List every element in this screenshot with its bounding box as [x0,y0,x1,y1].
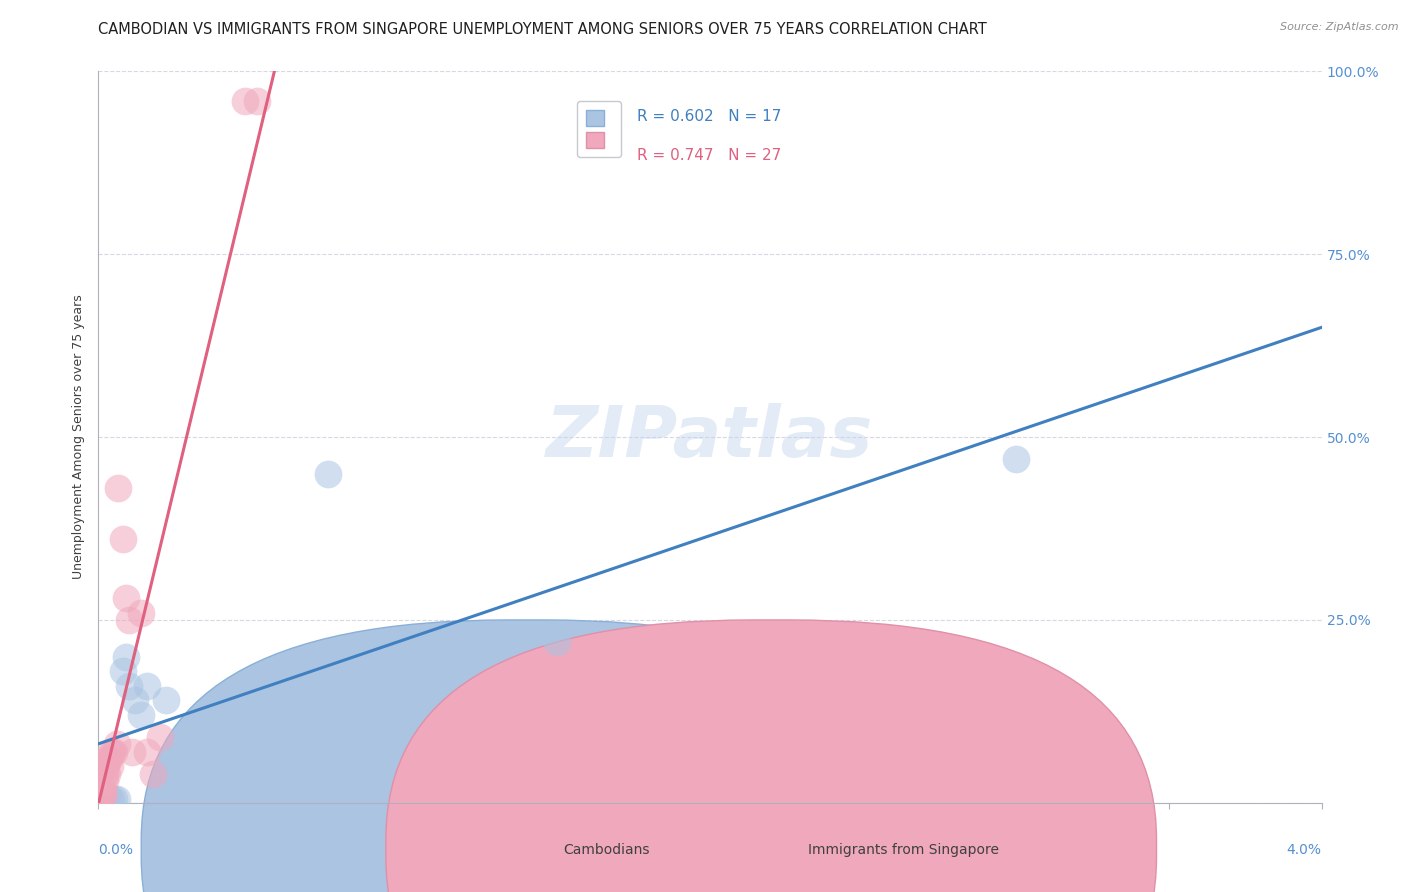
Point [142,766,165,780]
Point [129,606,152,620]
Point [136,745,159,759]
Point [118,613,141,627]
Point [115,649,138,664]
Text: ZIPatlas: ZIPatlas [547,402,873,472]
Point [90,789,112,803]
Point [94,766,117,780]
Text: 4.0%: 4.0% [1286,843,1322,857]
Point [115,591,138,605]
Point [107,481,129,495]
Point [105,792,128,806]
Point [93,789,115,803]
Point [121,745,143,759]
Point [101,745,124,759]
Text: Cambodians: Cambodians [564,843,650,857]
Point [246,94,269,108]
Y-axis label: Unemployment Among Seniors over 75 years: Unemployment Among Seniors over 75 years [72,294,86,580]
Point [93,789,115,804]
Point [98,752,121,766]
Point [546,635,568,649]
Point [118,679,141,693]
Point [129,708,152,723]
Point [91,792,114,806]
Point [233,94,256,108]
FancyBboxPatch shape [141,620,912,892]
Text: R = 0.747   N = 27: R = 0.747 N = 27 [637,148,780,163]
Point [124,693,146,707]
FancyBboxPatch shape [385,620,1157,892]
Point [103,792,125,806]
Point [90,792,112,806]
Text: R = 0.602   N = 17: R = 0.602 N = 17 [637,109,780,124]
Point [97,789,120,804]
Point [103,745,125,759]
Point [136,679,159,693]
Point [100,792,122,806]
Point [149,730,172,744]
Text: Source: ZipAtlas.com: Source: ZipAtlas.com [1281,22,1399,32]
Point [91,781,114,796]
Point [98,759,121,773]
Point [105,737,128,751]
Legend: , : , [576,101,621,157]
Point [111,533,134,547]
Point [93,773,115,788]
Point [94,792,117,806]
Point [111,664,134,678]
Text: 0.0%: 0.0% [98,843,134,857]
Text: CAMBODIAN VS IMMIGRANTS FROM SINGAPORE UNEMPLOYMENT AMONG SENIORS OVER 75 YEARS : CAMBODIAN VS IMMIGRANTS FROM SINGAPORE U… [98,22,987,37]
Point [91,785,114,799]
Point [1004,452,1026,467]
Point [155,693,177,707]
Text: Immigrants from Singapore: Immigrants from Singapore [808,843,998,857]
Point [97,752,120,766]
Point [100,745,122,759]
Point [94,759,117,773]
Point [316,467,339,481]
Point [96,766,118,780]
